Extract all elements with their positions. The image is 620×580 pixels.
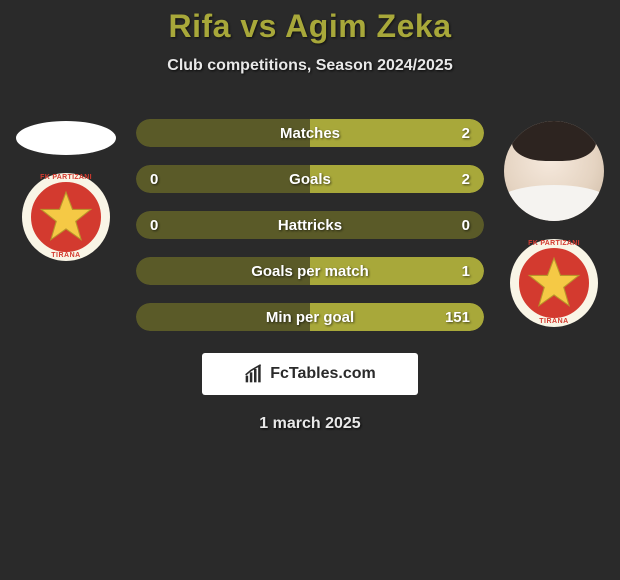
stat-right-value: 0 bbox=[462, 217, 470, 234]
stat-right-half: 151 bbox=[310, 303, 484, 331]
watermark-text: FcTables.com bbox=[270, 365, 376, 383]
date-line: 1 march 2025 bbox=[0, 415, 620, 433]
stat-left-value: 0 bbox=[150, 217, 158, 234]
stat-right-half: 0 bbox=[310, 211, 484, 239]
stat-left-half: 0 bbox=[136, 211, 310, 239]
player-left-column: FK PARTIZANI TIRANA bbox=[16, 115, 116, 261]
stat-left-half bbox=[136, 119, 310, 147]
subtitle: Club competitions, Season 2024/2025 bbox=[0, 57, 620, 75]
badge-star-icon bbox=[39, 190, 93, 244]
badge-text-top: FK PARTIZANI bbox=[22, 174, 110, 181]
stat-left-half: 0 bbox=[136, 165, 310, 193]
badge-text-top: FK PARTIZANI bbox=[510, 240, 598, 247]
badge-star-icon bbox=[527, 256, 581, 310]
badge-text-bottom: TIRANA bbox=[510, 318, 598, 325]
stat-bar: 2Matches bbox=[136, 119, 484, 147]
stat-right-value: 2 bbox=[462, 125, 470, 142]
stat-right-half: 1 bbox=[310, 257, 484, 285]
stat-right-value: 151 bbox=[445, 309, 470, 326]
stat-bar: 00Hattricks bbox=[136, 211, 484, 239]
stat-right-half: 2 bbox=[310, 165, 484, 193]
stat-right-half: 2 bbox=[310, 119, 484, 147]
player-right-club-badge: FK PARTIZANI TIRANA bbox=[510, 239, 598, 327]
stat-left-half bbox=[136, 257, 310, 285]
player-left-avatar bbox=[16, 121, 116, 155]
comparison-card: Rifa vs Agim Zeka Club competitions, Sea… bbox=[0, 0, 620, 433]
player-right-avatar bbox=[504, 121, 604, 221]
page-title: Rifa vs Agim Zeka bbox=[0, 8, 620, 45]
content-row: FK PARTIZANI TIRANA 2Matches02Goals00Hat… bbox=[0, 115, 620, 331]
stat-bars: 2Matches02Goals00Hattricks1Goals per mat… bbox=[136, 115, 484, 331]
stat-left-half bbox=[136, 303, 310, 331]
stat-bar: 1Goals per match bbox=[136, 257, 484, 285]
stat-bar: 151Min per goal bbox=[136, 303, 484, 331]
player-left-club-badge: FK PARTIZANI TIRANA bbox=[22, 173, 110, 261]
stat-right-value: 2 bbox=[462, 171, 470, 188]
watermark[interactable]: FcTables.com bbox=[202, 353, 418, 395]
stat-left-value: 0 bbox=[150, 171, 158, 188]
stat-bar: 02Goals bbox=[136, 165, 484, 193]
player-right-column: FK PARTIZANI TIRANA bbox=[504, 115, 604, 327]
badge-text-bottom: TIRANA bbox=[22, 252, 110, 259]
stat-right-value: 1 bbox=[462, 263, 470, 280]
chart-icon bbox=[244, 364, 264, 384]
